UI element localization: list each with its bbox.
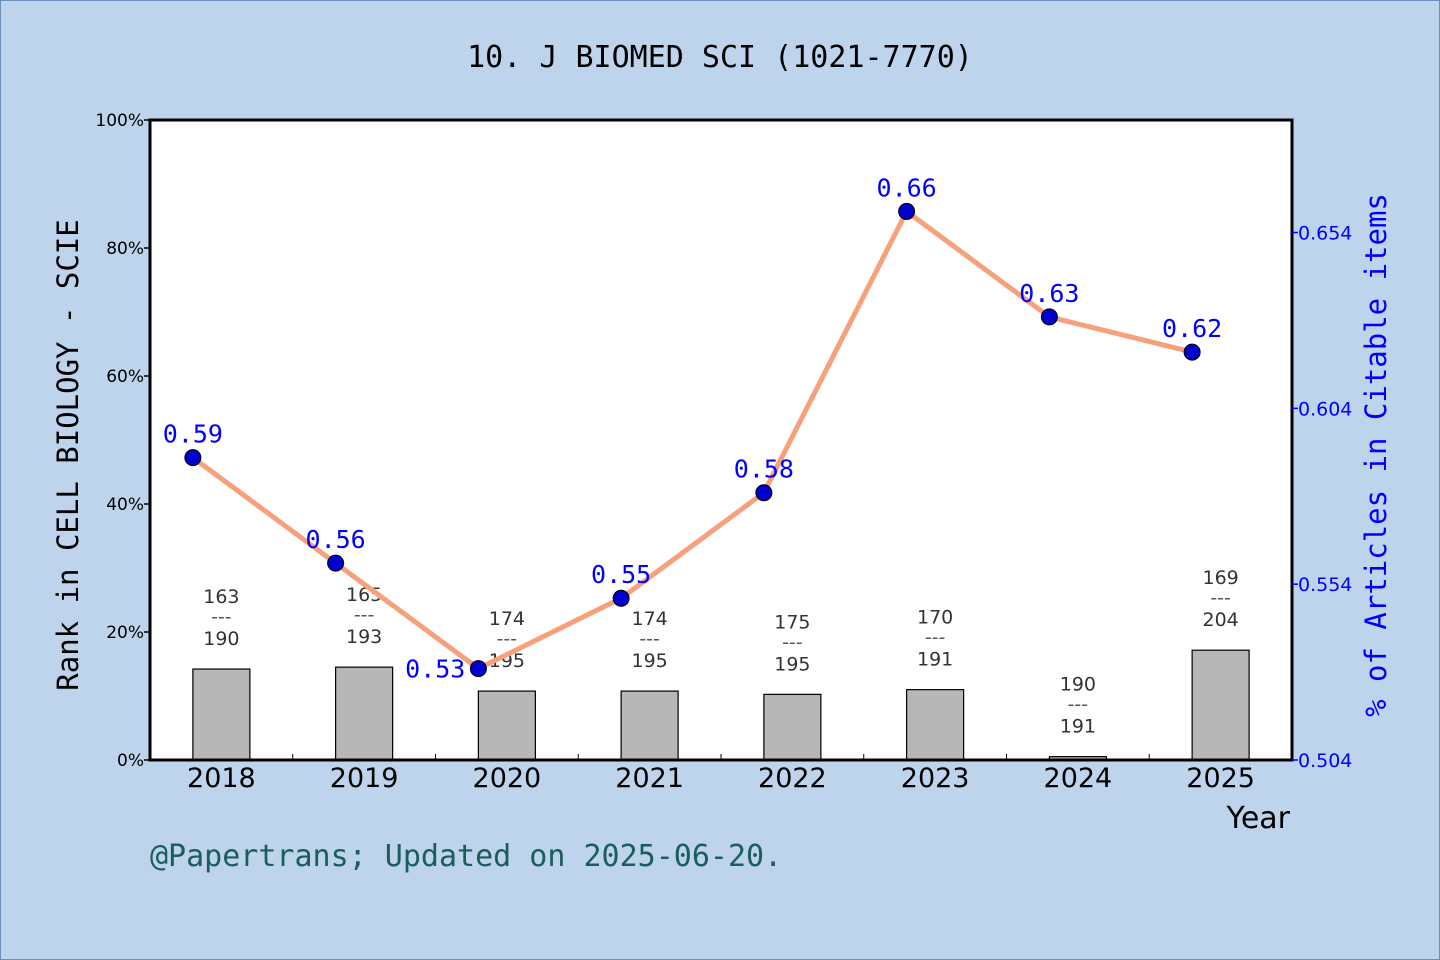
rank-divider-2025: --- bbox=[1210, 587, 1231, 609]
x-tick-label-2020: 2020 bbox=[473, 763, 542, 794]
x-tick-label-2024: 2024 bbox=[1044, 763, 1113, 794]
rank-divider-2021: --- bbox=[639, 628, 660, 650]
y-left-tick-label: 40% bbox=[106, 495, 144, 515]
x-tick-label-2018: 2018 bbox=[187, 763, 256, 794]
rank-divider-2024: --- bbox=[1068, 694, 1089, 716]
point-2025 bbox=[1183, 343, 1201, 361]
bar-2020 bbox=[477, 690, 536, 761]
point-label-2024: 0.63 bbox=[1019, 279, 1079, 308]
y-right-tick-label: 0.604 bbox=[1298, 398, 1352, 420]
rank-label-2021: 174 bbox=[631, 608, 667, 630]
y-left-tick-label: 80% bbox=[106, 239, 144, 259]
point-label-2022: 0.58 bbox=[734, 455, 794, 484]
rank-label-2020: 174 bbox=[489, 608, 525, 630]
rank-divider-2022: --- bbox=[782, 631, 803, 653]
series-line bbox=[191, 208, 1193, 672]
rank-divider-2019: --- bbox=[354, 604, 375, 626]
y-left-tick-label: 100% bbox=[95, 111, 144, 131]
rank-label-2023: 170 bbox=[917, 607, 953, 629]
total-label-2018: 190 bbox=[203, 628, 239, 650]
rank-label-2025: 169 bbox=[1202, 567, 1238, 589]
rank-divider-2018: --- bbox=[211, 606, 232, 628]
rank-label-2024: 190 bbox=[1060, 674, 1096, 696]
rank-labels-layer: 163---190165---193174---195174---195175-… bbox=[203, 567, 1239, 737]
rank-divider-2020: --- bbox=[497, 628, 518, 650]
total-label-2019: 193 bbox=[346, 626, 382, 648]
bar-2025 bbox=[1191, 649, 1250, 761]
point-label-2019: 0.56 bbox=[306, 525, 366, 554]
y-right-tick-label: 0.554 bbox=[1298, 574, 1352, 596]
point-2018 bbox=[184, 449, 202, 467]
x-tick-label-2022: 2022 bbox=[758, 763, 827, 794]
y-left-tick-label: 60% bbox=[106, 367, 144, 387]
x-tick-label-2019: 2019 bbox=[330, 763, 399, 794]
y-right-tick-label: 0.654 bbox=[1298, 223, 1352, 245]
point-2019 bbox=[327, 554, 345, 572]
total-label-2022: 195 bbox=[774, 653, 810, 675]
bars-layer bbox=[192, 649, 1250, 761]
chart-title: 10. J BIOMED SCI (1021-7770) bbox=[467, 40, 973, 75]
point-label-2021: 0.55 bbox=[591, 560, 651, 589]
point-label-2023: 0.66 bbox=[877, 173, 937, 202]
bar-2018 bbox=[192, 668, 251, 761]
bar-2022 bbox=[763, 693, 822, 761]
x-tick-label-2021: 2021 bbox=[615, 763, 684, 794]
point-label-2020: 0.53 bbox=[405, 655, 465, 684]
rank-label-2022: 175 bbox=[774, 611, 810, 633]
line-layer: 0.59 0.56 0.53 0.55 0.58 0.66 0.63 0.62 bbox=[163, 173, 1222, 683]
footer-text: @Papertrans; Updated on 2025-06-20. bbox=[150, 839, 782, 874]
x-axis-label: Year bbox=[1225, 801, 1290, 836]
point-2023 bbox=[898, 202, 916, 220]
axes-layer: 2018 2019 2020 2021 2022 2023 2024 2025 0% 20% 40%… bbox=[95, 111, 1352, 794]
total-label-2021: 195 bbox=[631, 650, 667, 672]
bar-2023 bbox=[906, 689, 965, 761]
total-label-2023: 191 bbox=[917, 649, 953, 671]
total-label-2020: 195 bbox=[489, 650, 525, 672]
point-label-2025: 0.62 bbox=[1162, 314, 1222, 343]
x-tick-label-2025: 2025 bbox=[1186, 763, 1255, 794]
rank-label-2018: 163 bbox=[203, 586, 239, 608]
y-left-tick-label: 20% bbox=[106, 623, 144, 643]
point-label-2018: 0.59 bbox=[163, 420, 223, 449]
total-label-2024: 191 bbox=[1060, 716, 1096, 738]
y-axis-left-label: Rank in CELL BIOLOGY - SCIE bbox=[51, 219, 85, 690]
y-left-tick-label: 0% bbox=[117, 751, 144, 771]
y-right-tick-label: 0.504 bbox=[1298, 750, 1352, 772]
point-2024 bbox=[1040, 308, 1058, 326]
bar-2019 bbox=[335, 666, 394, 761]
plot-area bbox=[150, 120, 1292, 760]
point-2021 bbox=[612, 589, 630, 607]
point-2022 bbox=[755, 484, 773, 502]
total-label-2025: 204 bbox=[1202, 609, 1238, 631]
bar-2021 bbox=[620, 690, 679, 761]
x-tick-label-2023: 2023 bbox=[901, 763, 970, 794]
y-axis-right-label: % of Articles in Citable items bbox=[1359, 193, 1393, 717]
rank-divider-2023: --- bbox=[925, 627, 946, 649]
point-2020 bbox=[469, 660, 487, 678]
